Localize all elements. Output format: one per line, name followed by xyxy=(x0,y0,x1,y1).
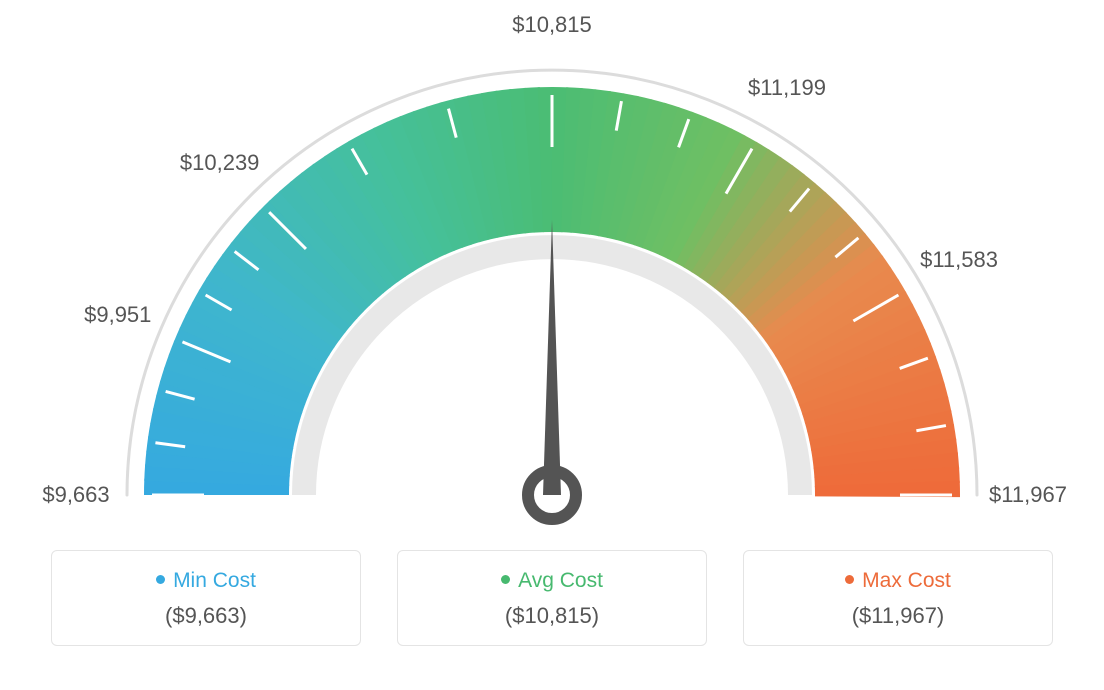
legend-dot-icon xyxy=(845,575,854,584)
legend-value: ($10,815) xyxy=(408,603,696,629)
legend-row: Min Cost ($9,663) Avg Cost ($10,815) Max Cos… xyxy=(0,550,1104,646)
legend-title-text: Min Cost xyxy=(173,569,256,592)
legend-value: ($11,967) xyxy=(754,603,1042,629)
gauge-tick-label: $10,815 xyxy=(512,12,592,38)
legend-card: Max Cost ($11,967) xyxy=(743,550,1053,646)
gauge-container: $9,663 $9,951 $10,239 $10,815 $11,199 $11,583… xyxy=(0,0,1104,540)
gauge-tick-label: $9,663 xyxy=(42,482,109,508)
gauge-tick-label: $11,967 xyxy=(989,482,1067,508)
legend-card: Avg Cost ($10,815) xyxy=(397,550,707,646)
gauge-tick-label: $9,951 xyxy=(84,302,151,328)
legend-title: Max Cost xyxy=(754,569,1042,593)
legend-title: Min Cost xyxy=(62,569,350,593)
legend-card: Min Cost ($9,663) xyxy=(51,550,361,646)
legend-title-text: Max Cost xyxy=(862,569,951,592)
legend-title-text: Avg Cost xyxy=(518,569,603,592)
legend-dot-icon xyxy=(156,575,165,584)
gauge-tick-label: $10,239 xyxy=(180,150,260,176)
legend-dot-icon xyxy=(501,575,510,584)
gauge-tick-label: $11,199 xyxy=(748,75,826,101)
gauge-tick-label: $11,583 xyxy=(920,247,998,273)
legend-value: ($9,663) xyxy=(62,603,350,629)
legend-title: Avg Cost xyxy=(408,569,696,593)
